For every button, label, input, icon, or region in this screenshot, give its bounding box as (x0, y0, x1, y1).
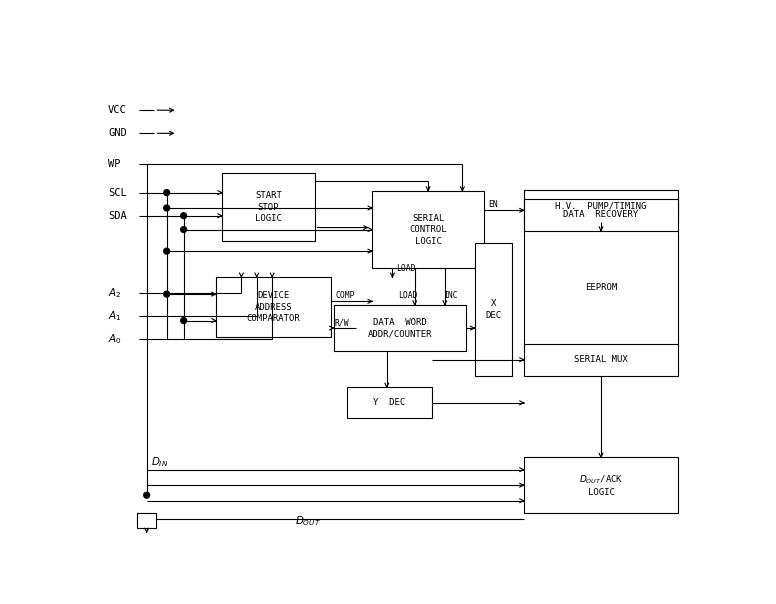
Bar (216, 277, 331, 338)
Text: X
DEC: X DEC (485, 300, 501, 320)
Bar (524, 199, 678, 376)
Bar (334, 305, 466, 351)
Bar (524, 190, 678, 222)
Circle shape (164, 190, 170, 196)
Text: $D_{OUT}$/ACK
LOGIC: $D_{OUT}$/ACK LOGIC (579, 473, 623, 497)
Text: LOAD: LOAD (397, 263, 416, 272)
Circle shape (181, 226, 186, 233)
Text: INC: INC (443, 291, 458, 300)
Text: DEVICE
ADDRESS
COMPARATOR: DEVICE ADDRESS COMPARATOR (247, 291, 300, 323)
Text: COMP: COMP (335, 292, 355, 300)
Text: SERIAL MUX: SERIAL MUX (574, 355, 628, 364)
Text: EN: EN (489, 201, 498, 210)
Text: GND: GND (108, 128, 127, 138)
Text: EEPROM: EEPROM (585, 283, 617, 292)
Text: DATA  RECOVERY: DATA RECOVERY (563, 210, 639, 219)
Text: $D_{IN}$: $D_{IN}$ (151, 455, 168, 469)
Text: SERIAL
CONTROL
LOGIC: SERIAL CONTROL LOGIC (409, 214, 447, 245)
Circle shape (164, 205, 170, 211)
Text: LOAD: LOAD (398, 291, 417, 300)
Circle shape (164, 248, 170, 254)
Text: $A_2$: $A_2$ (108, 286, 122, 300)
Text: START
STOP
LOGIC: START STOP LOGIC (255, 191, 282, 223)
Text: WP: WP (108, 159, 121, 169)
Bar (222, 173, 314, 241)
Text: $A_0$: $A_0$ (108, 332, 122, 346)
Text: $D_{OUT}$: $D_{OUT}$ (296, 514, 321, 527)
Text: H.V.  PUMP/TIMING: H.V. PUMP/TIMING (556, 201, 646, 210)
Text: Y  DEC: Y DEC (373, 398, 405, 407)
Bar (524, 457, 678, 513)
Text: SDA: SDA (108, 211, 127, 220)
Text: R/W: R/W (334, 319, 349, 328)
Text: DATA  WORD
ADDR/COUNTER: DATA WORD ADDR/COUNTER (368, 318, 432, 338)
Text: SCL: SCL (108, 188, 127, 198)
Circle shape (164, 291, 170, 297)
Text: $A_1$: $A_1$ (108, 309, 122, 323)
Bar (372, 191, 484, 268)
Circle shape (181, 213, 186, 219)
Bar (347, 387, 431, 418)
Circle shape (181, 318, 186, 324)
Circle shape (144, 492, 150, 498)
Bar (475, 243, 511, 376)
Text: VCC: VCC (108, 105, 127, 115)
Bar (137, 513, 156, 528)
